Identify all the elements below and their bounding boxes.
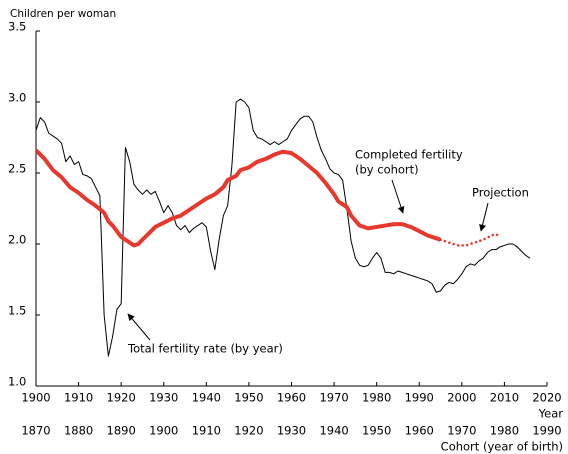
series-annotation: Projection (472, 186, 529, 200)
x-tick-label: 1990 (405, 391, 434, 405)
x-tick-label: 1970 (319, 391, 348, 405)
x2-tick-label: 1890 (107, 424, 136, 438)
x-tick-label: 2000 (447, 391, 476, 405)
x2-tick-label: 1990 (532, 424, 561, 438)
x-tick-label: 1950 (234, 391, 263, 405)
x2-tick-label: 1980 (490, 424, 519, 438)
x2-tick-label: 1910 (192, 424, 221, 438)
x2-tick-label: 1920 (234, 424, 263, 438)
x-tick-label: 1920 (107, 391, 136, 405)
x-tick-label: 1900 (21, 391, 50, 405)
annotation-arrow (127, 313, 151, 341)
x2-tick-label: 1940 (319, 424, 348, 438)
annotation-arrow (479, 202, 489, 232)
x2-tick-label: 1960 (405, 424, 434, 438)
series-annotation: (by cohort) (355, 163, 419, 177)
series-line (439, 232, 502, 247)
x2-axis-label: Cohort (year of birth) (441, 440, 563, 454)
x2-tick-label: 1970 (447, 424, 476, 438)
y-tick-label: 2.5 (8, 162, 26, 176)
x2-tick-label: 1950 (362, 424, 391, 438)
x2-tick-label: 1900 (149, 424, 178, 438)
x-axis-label: Year (538, 407, 564, 421)
x-tick-label: 1910 (64, 391, 93, 405)
x2-tick-label: 1930 (277, 424, 306, 438)
x2-tick-label: 1870 (21, 424, 50, 438)
y-tick-label: 2.0 (8, 233, 26, 247)
x-tick-label: 1980 (362, 391, 391, 405)
y-axis-label: Children per woman (10, 8, 116, 20)
series-line (34, 148, 442, 248)
series-line (35, 98, 531, 357)
y-tick-label: 1.5 (8, 304, 26, 318)
annotation-arrow (391, 179, 405, 214)
x-tick-label: 1930 (149, 391, 178, 405)
x-tick-label: 1940 (192, 391, 221, 405)
x2-tick-label: 1880 (64, 424, 93, 438)
y-tick-label: 3.0 (8, 91, 26, 105)
x-tick-label: 1960 (277, 391, 306, 405)
y-tick-label: 3.5 (8, 20, 26, 34)
y-tick-label: 1.0 (8, 375, 26, 389)
x-tick-label: 2020 (532, 391, 561, 405)
series-annotation: Completed fertility (355, 148, 463, 162)
x-tick-label: 2010 (490, 391, 519, 405)
series-annotation: Total fertility rate (by year) (127, 342, 283, 356)
